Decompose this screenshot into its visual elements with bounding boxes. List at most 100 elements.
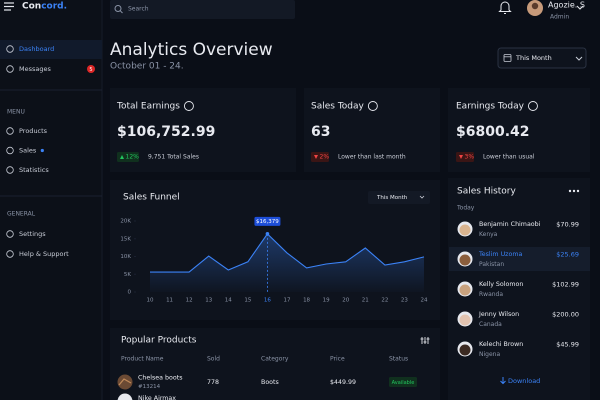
product-image <box>117 374 133 390</box>
x-tick-label: 24 <box>421 298 428 304</box>
x-tick-label: 15 <box>244 298 251 304</box>
change-badge <box>311 152 329 162</box>
trend-arrow <box>314 155 318 159</box>
period-label[interactable]: This Month <box>515 54 552 62</box>
stat-label: Total Earnings <box>116 102 180 112</box>
nav-item[interactable]: Statistics <box>19 166 49 174</box>
product-price: $449.99 <box>330 379 356 386</box>
stat-icon <box>367 101 378 111</box>
product-category: Boots <box>261 379 279 386</box>
customer-name: Kelechi Brown <box>479 341 523 348</box>
nav-icon <box>6 230 14 238</box>
dropdown-chevron <box>419 195 425 199</box>
nav-item[interactable]: Products <box>19 127 48 135</box>
y-tick-label: 10K <box>120 254 131 260</box>
customer-location: Kenya <box>479 231 498 238</box>
customer-name: Teslim Uzoma <box>478 251 522 258</box>
nav-icon <box>6 146 14 155</box>
sale-amount: $200.00 <box>552 311 579 319</box>
x-tick-label: 13 <box>205 298 212 304</box>
x-tick-label: 12 <box>186 298 193 304</box>
x-tick-label: 14 <box>225 298 232 304</box>
nav-item[interactable]: Help & Support <box>19 250 69 258</box>
sale-amount: $102.99 <box>552 281 579 289</box>
stat-label: Sales Today <box>311 102 365 112</box>
y-tick-label: 5K <box>124 272 131 278</box>
product-name: Nike Airmax <box>138 395 176 400</box>
chart-period[interactable]: This Month <box>376 195 408 201</box>
nav-item[interactable]: Dashboard <box>19 45 54 53</box>
change-badge <box>117 152 139 162</box>
product-name: Chelsea boots <box>138 375 182 382</box>
user-avatar-face <box>531 2 539 10</box>
section-heading: MENU <box>7 109 25 116</box>
customer-name: Benjamin Chimaobi <box>479 221 541 228</box>
search-box[interactable] <box>110 0 295 19</box>
y-tick-label: 0 <box>128 290 132 296</box>
product-image-detail <box>118 378 132 386</box>
chart-period-dropdown[interactable] <box>368 191 430 204</box>
nav-item[interactable]: Sales <box>19 147 37 155</box>
avatar-face <box>459 254 471 266</box>
customer-name: Jenny Wilson <box>478 311 519 318</box>
stat-label: Earnings Today <box>456 102 525 112</box>
history-group: Today <box>456 205 475 212</box>
calendar-icon <box>503 54 512 62</box>
x-tick-label: 11 <box>166 298 173 304</box>
user-chevron[interactable] <box>576 5 584 10</box>
badge <box>87 65 95 73</box>
stat-note: Lower than last month <box>338 154 406 161</box>
page-subtitle: October 01 - 24. <box>110 62 184 72</box>
area <box>150 233 424 292</box>
value-label-bg <box>254 216 281 226</box>
user-name: Agozie. S <box>548 1 585 10</box>
products-title: Popular Products <box>121 336 197 346</box>
product-sold: 778 <box>207 379 219 386</box>
avatar-face <box>459 344 471 356</box>
more-icon[interactable] <box>568 189 580 193</box>
chart-title: Sales Funnel <box>123 193 180 203</box>
nav-item[interactable]: Settings <box>19 230 46 238</box>
stat-value: 63 <box>311 124 330 140</box>
product-id: #13214 <box>138 384 161 390</box>
line <box>150 233 425 273</box>
nav-icon <box>6 250 14 258</box>
sale-amount: $70.99 <box>556 221 579 229</box>
menu-icon[interactable] <box>4 2 14 11</box>
stat-note: 9,751 Total Sales <box>148 154 199 161</box>
y-tick-label: 15K <box>120 236 131 242</box>
stat-icon <box>183 101 194 111</box>
stat-value: $106,752.99 <box>117 124 215 140</box>
column-header: Category <box>261 356 289 363</box>
products-card <box>110 328 440 400</box>
sale-amount: $45.99 <box>556 341 579 349</box>
period-dropdown[interactable] <box>497 47 587 69</box>
search-placeholder[interactable]: Search <box>128 6 149 13</box>
nav-item[interactable]: Messages <box>19 65 51 73</box>
column-header: Status <box>389 356 408 363</box>
badge-count: 5 <box>89 67 92 73</box>
nav-icon <box>6 166 14 174</box>
brand: cord. <box>41 2 67 12</box>
filter-icon[interactable] <box>420 337 430 344</box>
customer-location: Canada <box>479 321 502 328</box>
download-link[interactable]: Download <box>508 377 540 385</box>
sale-amount: $25.69 <box>556 251 579 259</box>
bell-icon[interactable] <box>498 1 512 14</box>
change-badge <box>456 152 474 162</box>
section-heading: GENERAL <box>7 211 36 218</box>
sidebar <box>0 0 102 400</box>
x-tick-label: 22 <box>381 298 388 304</box>
point <box>265 232 270 236</box>
status-badge <box>389 377 417 387</box>
value-label: $16,379 <box>256 219 279 225</box>
history-title: Sales History <box>457 187 517 197</box>
trend-arrow <box>120 155 124 159</box>
column-header: Price <box>330 356 345 363</box>
column-header: Product Name <box>121 356 164 363</box>
active-dot <box>40 148 44 153</box>
download-icon[interactable] <box>500 377 506 385</box>
nav-active-bg <box>0 40 102 59</box>
page-title: Analytics Overview <box>110 40 273 60</box>
